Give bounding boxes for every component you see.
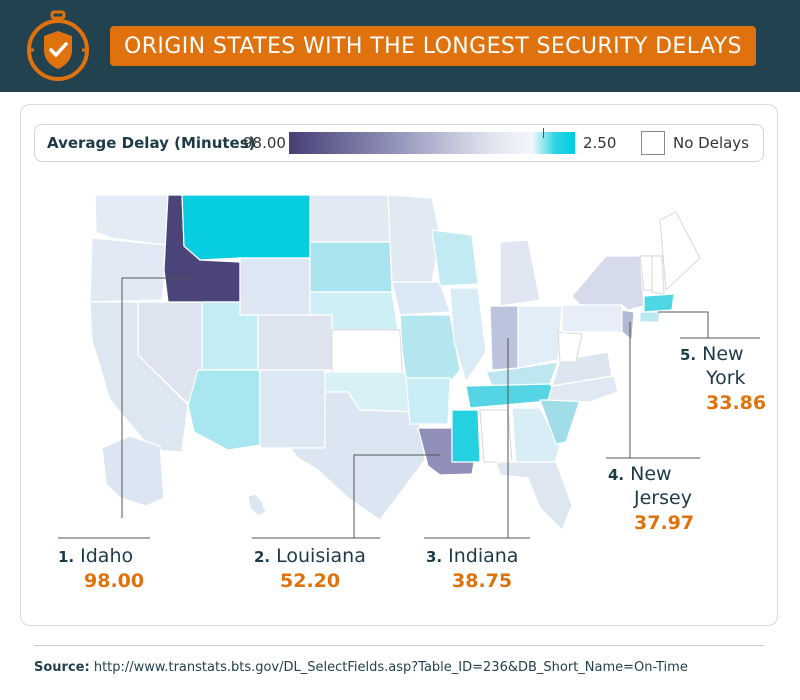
- callout-new-york: 5. New: [680, 342, 744, 367]
- state-maine: [659, 211, 701, 291]
- shield-check-stopwatch-icon: [27, 10, 89, 81]
- title-banner: ORIGIN STATES WITH THE LONGEST SECURITY …: [110, 26, 756, 66]
- legend-min-value: 2.50: [583, 134, 617, 152]
- state-new-york: [571, 255, 645, 311]
- header-bar: ORIGIN STATES WITH THE LONGEST SECURITY …: [0, 0, 800, 92]
- state-arkansas: [405, 377, 451, 425]
- state-hawaii: [247, 493, 267, 517]
- state-south-dakota: [309, 241, 393, 293]
- leader-line-new-york: [658, 311, 709, 338]
- color-legend: Average Delay (Minutes) 98.00 2.50 No De…: [34, 124, 764, 162]
- legend-no-delay-label: No Delays: [673, 134, 749, 152]
- state-illinois: [449, 287, 487, 383]
- callout-rank: 3.: [426, 548, 443, 566]
- legend-gradient-bar: [289, 132, 575, 154]
- legend-title: Average Delay (Minutes): [47, 134, 256, 152]
- leader-line-idaho: [121, 277, 196, 518]
- page-title: ORIGIN STATES WITH THE LONGEST SECURITY …: [124, 33, 742, 59]
- state-massachusetts: [643, 293, 675, 313]
- callout-rank: 2.: [254, 548, 271, 566]
- state-wisconsin: [431, 229, 479, 287]
- state-pennsylvania: [561, 304, 625, 333]
- state-new-hampshire: [651, 255, 665, 295]
- callout-value-new-york: 33.86: [706, 392, 767, 414]
- callout-state-name: Louisiana: [276, 545, 366, 567]
- callout-rank: 1.: [58, 548, 75, 566]
- state-washington: [94, 194, 169, 246]
- state-georgia: [511, 407, 561, 467]
- callout-idaho: 1. Idaho: [58, 544, 133, 569]
- source-url[interactable]: http://www.transtats.bts.gov/DL_SelectFi…: [93, 660, 688, 675]
- callout-louisiana: 2. Louisiana: [254, 544, 366, 569]
- state-alaska: [101, 435, 165, 507]
- callout-value-new-jersey: 37.97: [634, 512, 695, 534]
- callout-value-louisiana: 52.20: [280, 570, 341, 592]
- callout-rank: 4.: [608, 466, 625, 484]
- callout-rank: 5.: [680, 346, 697, 364]
- state-north-dakota: [309, 194, 391, 243]
- leader-line-louisiana: [353, 454, 440, 538]
- state-florida: [495, 461, 573, 531]
- state-alabama: [479, 409, 513, 463]
- legend-max-value: 98.00: [243, 134, 286, 152]
- callout-indiana: 3. Indiana: [426, 544, 518, 569]
- callout-state-name: New: [630, 463, 672, 485]
- state-colorado: [257, 314, 333, 371]
- state-connecticut: [639, 311, 661, 323]
- state-oregon: [89, 237, 169, 303]
- state-wyoming: [239, 257, 311, 316]
- state-minnesota: [387, 194, 441, 283]
- callout-value-indiana: 38.75: [452, 570, 513, 592]
- callout-state-name: Indiana: [448, 545, 519, 567]
- state-iowa: [391, 281, 451, 316]
- state-michigan: [499, 239, 541, 307]
- state-new-mexico: [259, 369, 326, 449]
- state-missouri: [399, 314, 461, 381]
- state-kansas: [331, 329, 403, 373]
- source-label: Source:: [34, 660, 90, 675]
- state-mississippi: [451, 409, 481, 463]
- state-texas: [289, 391, 426, 521]
- callout-state-name-line2: Jersey: [634, 487, 692, 509]
- state-kentucky: [485, 361, 559, 387]
- state-west-virginia: [557, 331, 583, 363]
- state-arizona: [187, 369, 261, 451]
- legend-no-delay-swatch: [641, 131, 665, 155]
- state-ohio: [517, 305, 563, 369]
- state-montana: [181, 194, 311, 261]
- state-new-jersey: [621, 309, 635, 341]
- callout-new-jersey: 4. New: [608, 462, 672, 487]
- callout-value-idaho: 98.00: [84, 570, 145, 592]
- footer-divider: [34, 645, 764, 646]
- callout-state-name-line2: York: [706, 367, 746, 389]
- state-indiana: [489, 305, 519, 371]
- legend-marker: [543, 128, 544, 138]
- source-line: Source: http://www.transtats.bts.gov/DL_…: [34, 660, 688, 675]
- callout-state-name: Idaho: [80, 545, 134, 567]
- callout-state-name: New: [702, 343, 744, 365]
